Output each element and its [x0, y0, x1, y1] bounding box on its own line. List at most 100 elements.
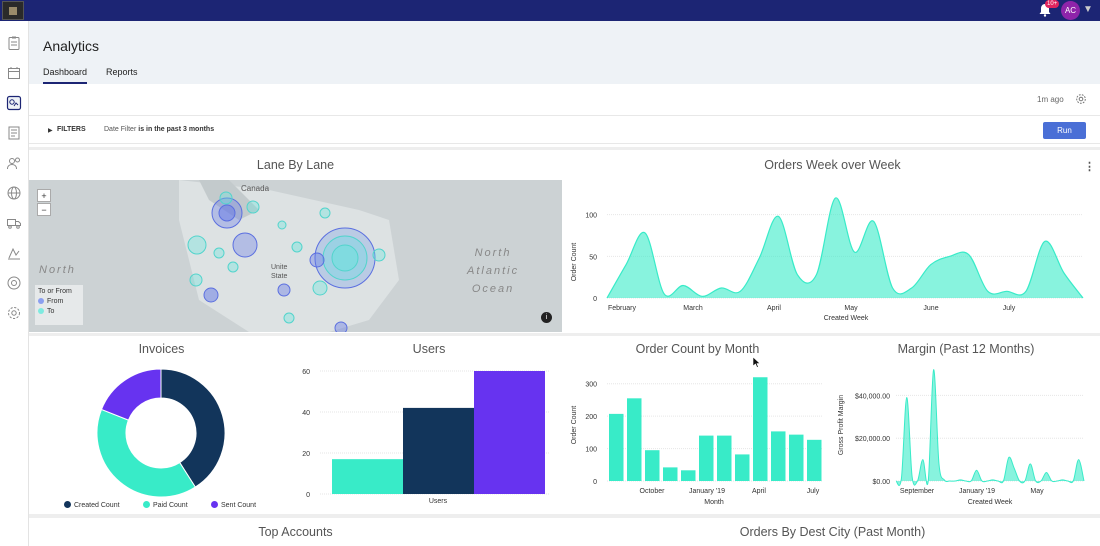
- more-options-icon[interactable]: ⋮: [1084, 161, 1095, 173]
- legend-from: From: [47, 298, 64, 305]
- order-month-title: Order Count by Month: [635, 342, 760, 356]
- zoom-out-button[interactable]: −: [37, 203, 51, 216]
- x-tick-label: June: [923, 305, 938, 312]
- area-series: [896, 369, 1084, 486]
- x-tick-label: May: [1030, 488, 1044, 495]
- order-month-chart[interactable]: Order Count Month 0 100 200 300 October Janua…: [565, 360, 830, 510]
- avatar[interactable]: AC: [1061, 1, 1080, 20]
- margin-title: Margin (Past 12 Months): [897, 342, 1035, 356]
- top-bar: 10+ AC ▼: [0, 0, 1100, 21]
- legend-label: Created Count: [74, 502, 120, 509]
- legend-title: To or From: [38, 288, 72, 295]
- from-dot-icon: [38, 298, 44, 304]
- x-tick-label: April: [767, 305, 781, 312]
- map-label-north: North: [39, 264, 76, 276]
- divider: [29, 333, 1100, 336]
- analytics-icon[interactable]: [6, 95, 22, 111]
- bar: [663, 467, 678, 481]
- calendar-icon[interactable]: [6, 65, 22, 81]
- divider: [29, 147, 1100, 150]
- legend-label: Sent Count: [221, 502, 257, 509]
- document-icon[interactable]: [6, 125, 22, 141]
- filters-toggle[interactable]: FILTERS: [57, 126, 86, 133]
- lane-bubble-from[interactable]: [203, 287, 219, 303]
- legend-paid-count: Paid Count: [143, 501, 188, 509]
- y-tick-label: 100: [585, 213, 597, 220]
- legend-dot-icon: [211, 501, 218, 508]
- x-tick-label: April: [752, 488, 766, 495]
- x-tick-label: July: [1003, 305, 1016, 312]
- invoices-donut-chart[interactable]: [29, 360, 294, 505]
- sidebar: [0, 21, 29, 546]
- x-tick-label: July: [807, 488, 820, 495]
- orders-week-title: Orders Week over Week: [764, 158, 901, 172]
- chevron-down-icon[interactable]: ▼: [1083, 4, 1093, 15]
- y-tick-label: 60: [302, 369, 310, 376]
- tab-reports[interactable]: Reports: [106, 67, 138, 77]
- x-tick-label: October: [640, 488, 666, 495]
- lane-map[interactable]: + − Canada North North Atlantic Ocean Un…: [29, 180, 562, 332]
- legend-dot-icon: [143, 501, 150, 508]
- date-filter-summary[interactable]: Date Filter is in the past 3 months: [104, 126, 214, 133]
- line-series: [895, 369, 1085, 487]
- x-tick-label: January '19: [689, 488, 725, 495]
- support-icon[interactable]: [6, 275, 22, 291]
- map-canvas[interactable]: [29, 180, 562, 332]
- bar: [332, 459, 403, 494]
- y-tick-label: $20,000.00: [855, 436, 890, 443]
- dest-city-title: Orders By Dest City (Past Month): [739, 525, 926, 539]
- x-tick-label: September: [900, 488, 935, 495]
- donut-slice: [100, 368, 162, 421]
- page-header: Analytics Dashboard Reports: [29, 21, 1100, 84]
- bar: [627, 398, 642, 481]
- globe-icon[interactable]: [6, 185, 22, 201]
- bar: [735, 454, 750, 481]
- legend-sent-count: Sent Count: [211, 501, 256, 509]
- logo[interactable]: [2, 1, 24, 20]
- y-tick-label: 300: [585, 382, 597, 389]
- map-label-ocean: North Atlantic Ocean: [467, 247, 520, 295]
- filter-bar: ▶ FILTERS Date Filter is in the past 3 m…: [29, 115, 1100, 144]
- x-tick-label: Users: [429, 498, 448, 505]
- y-tick-label: 40: [302, 410, 310, 417]
- legend-to: To: [47, 308, 55, 315]
- route-icon[interactable]: [6, 245, 22, 261]
- filter-field: Date Filter: [104, 126, 137, 133]
- y-tick-label: $40,000.00: [855, 393, 890, 400]
- settings-gear-icon[interactable]: [1075, 93, 1087, 105]
- y-tick-label: 50: [589, 254, 597, 261]
- clipboard-icon[interactable]: [6, 35, 22, 51]
- users-bar-chart[interactable]: 0 20 40 60 Users: [296, 360, 562, 510]
- y-tick-label: 0: [306, 492, 310, 499]
- margin-chart[interactable]: Gross Profit Margin Created Week $0.00 $2…: [832, 360, 1100, 510]
- page-title: Analytics: [43, 38, 100, 54]
- run-button[interactable]: Run: [1043, 122, 1086, 139]
- line-series: [606, 197, 1084, 299]
- y-axis-label: Order Count: [571, 243, 578, 282]
- legend-dot-icon: [64, 501, 71, 508]
- expand-triangle-icon[interactable]: ▶: [48, 128, 53, 134]
- x-tick-label: March: [683, 305, 703, 312]
- map-legend: To or From From To: [35, 285, 83, 325]
- donut-slice: [160, 368, 226, 488]
- lane-bubble-from[interactable]: [232, 232, 258, 258]
- divider: [29, 514, 1100, 518]
- info-icon[interactable]: i: [541, 312, 552, 323]
- x-axis-label: Created Week: [968, 499, 1013, 506]
- area-series: [607, 197, 1083, 298]
- y-axis-label: Order Count: [571, 406, 578, 445]
- legend-created-count: Created Count: [64, 501, 120, 509]
- users-icon[interactable]: [6, 155, 22, 171]
- gear-icon[interactable]: [6, 305, 22, 321]
- orders-week-chart[interactable]: Order Count Created Week 0 50 100 February M…: [565, 180, 1100, 330]
- map-label-states: State: [271, 273, 288, 280]
- zoom-in-button[interactable]: +: [37, 189, 51, 202]
- to-dot-icon: [38, 308, 44, 314]
- truck-icon[interactable]: [6, 215, 22, 231]
- bar: [753, 377, 768, 481]
- bar: [474, 371, 545, 494]
- bar: [699, 435, 714, 481]
- y-tick-label: 0: [593, 296, 597, 303]
- y-tick-label: 20: [302, 451, 310, 458]
- tab-dashboard[interactable]: Dashboard: [43, 67, 88, 84]
